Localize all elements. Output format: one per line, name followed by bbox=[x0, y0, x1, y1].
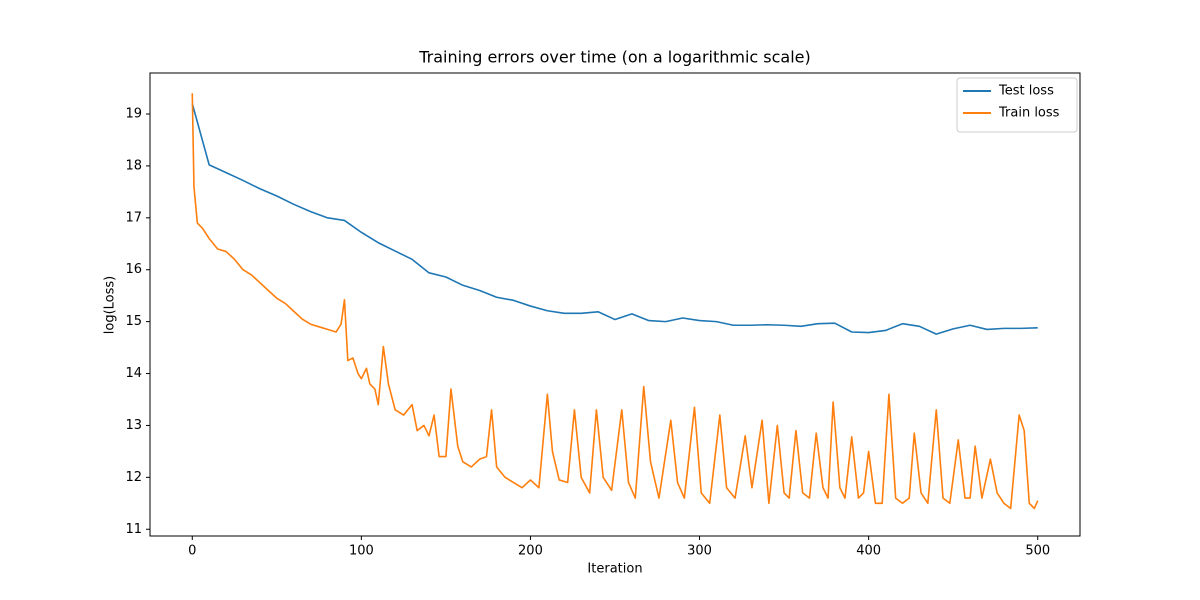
x-tick-label: 100 bbox=[349, 544, 374, 559]
y-tick-label: 14 bbox=[125, 366, 142, 381]
y-tick-label: 18 bbox=[125, 158, 142, 173]
x-tick-label: 500 bbox=[1025, 544, 1050, 559]
x-axis-label: Iteration bbox=[587, 562, 642, 577]
x-tick-label: 300 bbox=[687, 544, 712, 559]
x-tick-label: 200 bbox=[518, 544, 543, 559]
legend-label: Train loss bbox=[998, 106, 1060, 121]
y-axis-label: log(Loss) bbox=[103, 276, 118, 334]
x-tick-label: 400 bbox=[856, 544, 881, 559]
y-tick-label: 13 bbox=[125, 418, 142, 433]
chart-title: Training errors over time (on a logarith… bbox=[418, 48, 811, 67]
y-tick-label: 17 bbox=[125, 210, 142, 225]
y-tick-label: 12 bbox=[125, 470, 142, 485]
x-tick-label: 0 bbox=[188, 544, 196, 559]
y-tick-label: 16 bbox=[125, 262, 142, 277]
series-line bbox=[191, 103, 1038, 335]
legend-label: Test loss bbox=[998, 84, 1054, 99]
plot-frame bbox=[149, 72, 1081, 537]
series-line bbox=[191, 93, 1039, 510]
y-tick-label: 15 bbox=[125, 314, 142, 329]
y-tick-label: 19 bbox=[125, 107, 142, 122]
y-tick-label: 11 bbox=[125, 522, 142, 537]
